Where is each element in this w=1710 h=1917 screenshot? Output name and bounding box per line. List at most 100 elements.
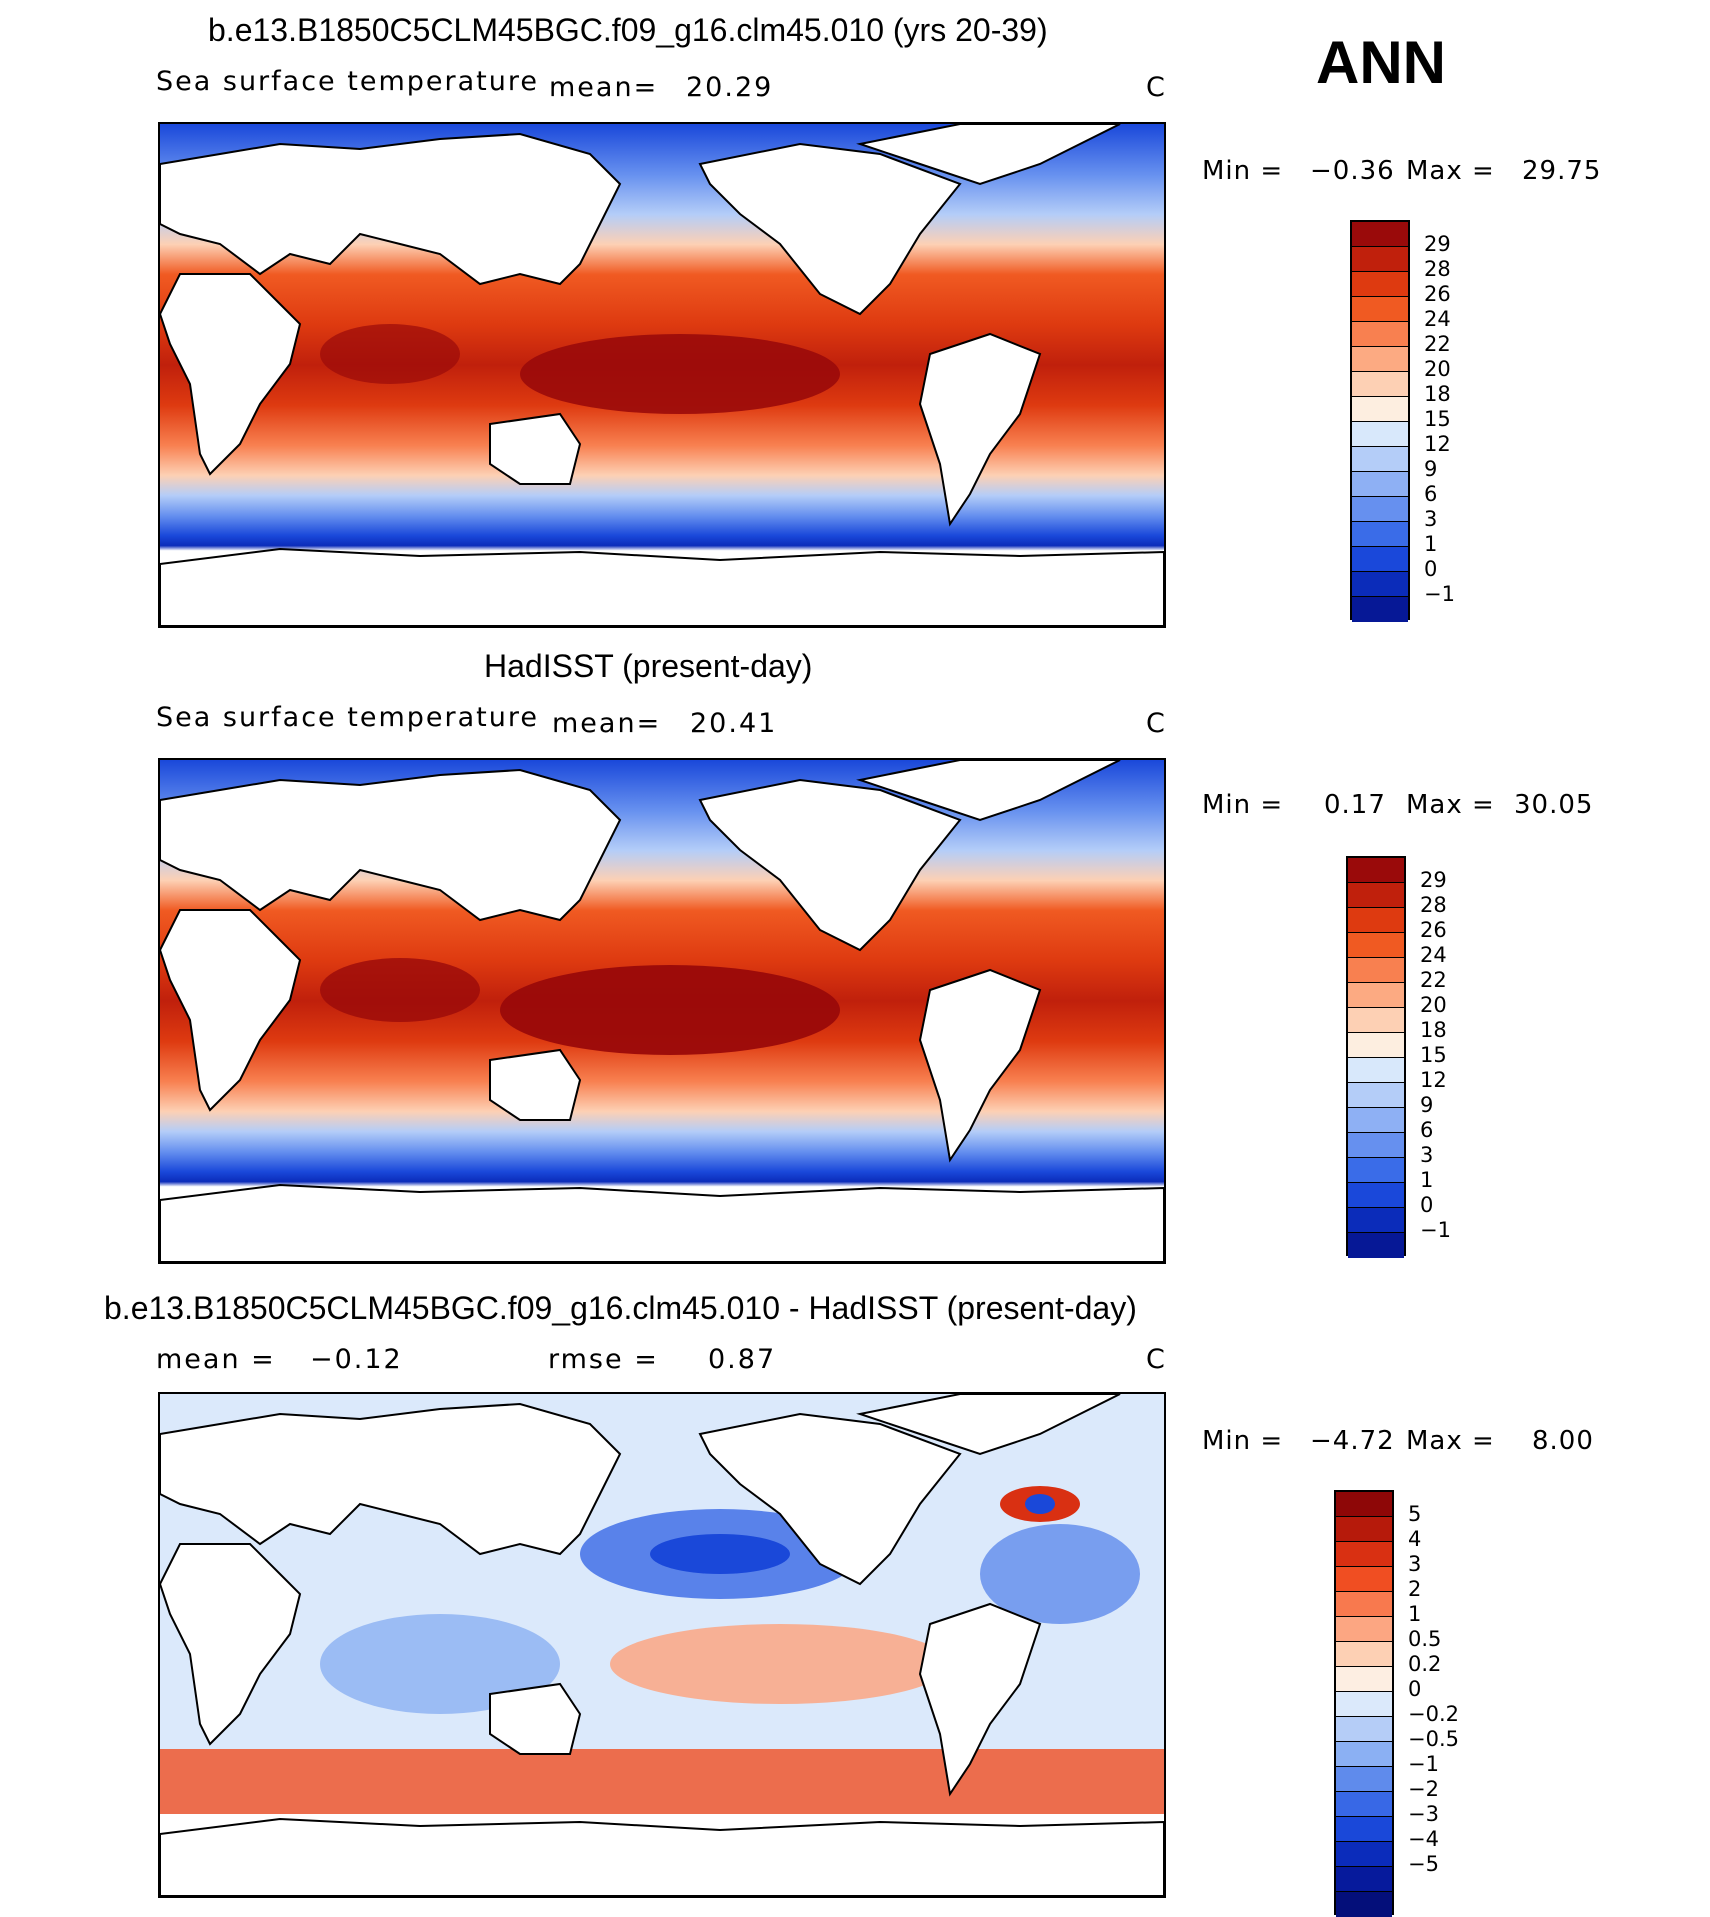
panel3-min-value: −4.72 — [1310, 1426, 1395, 1456]
colorbar-tick-label: 29 — [1420, 868, 1447, 892]
colorbar-tick-label: 3 — [1408, 1552, 1422, 1576]
north-america — [698, 778, 962, 952]
tropical-pacific-warm — [610, 1624, 950, 1704]
panel3-rmse-value: 0.87 — [708, 1344, 777, 1375]
colorbar-swatch — [1336, 1592, 1392, 1617]
colorbar-tick-label: 0.2 — [1408, 1652, 1442, 1676]
colorbar-swatch — [1336, 1717, 1392, 1742]
colorbar-tick-label: 4 — [1408, 1527, 1422, 1551]
colorbar-tick-label: −0.5 — [1408, 1727, 1459, 1751]
panel1-mean-label: mean= — [549, 72, 659, 103]
panel2-field-label: Sea surface temperature — [156, 702, 539, 733]
colorbar-tick-label: −1 — [1408, 1752, 1439, 1776]
colorbar-tick-label: 22 — [1420, 968, 1447, 992]
north-atlantic-cold — [980, 1524, 1140, 1624]
colorbar-swatch — [1352, 222, 1408, 247]
colorbar-swatch — [1336, 1767, 1392, 1792]
colorbar-swatch — [1336, 1642, 1392, 1667]
colorbar-tick-label: −0.2 — [1408, 1702, 1459, 1726]
colorbar-swatches — [1350, 220, 1410, 622]
indian-ocean-warm — [320, 958, 480, 1022]
panel1-map-svg — [160, 124, 1164, 626]
colorbar-tick-label: 5 — [1408, 1502, 1422, 1526]
colorbar-swatch — [1336, 1567, 1392, 1592]
colorbar-swatch — [1336, 1792, 1392, 1817]
colorbar-swatch — [1348, 858, 1404, 883]
antarctica — [160, 1817, 1164, 1896]
colorbar-swatch — [1352, 247, 1408, 272]
panel3-map — [158, 1392, 1166, 1898]
colorbar-swatch — [1352, 447, 1408, 472]
africa — [160, 1543, 302, 1746]
colorbar-tick-label: 0.5 — [1408, 1627, 1442, 1651]
australia — [489, 1682, 582, 1755]
eurasia-north — [160, 1402, 622, 1556]
colorbar-swatch — [1348, 1183, 1404, 1208]
colorbar-tick-label: 26 — [1424, 282, 1451, 306]
colorbar-tick-label: 6 — [1420, 1118, 1434, 1142]
africa — [160, 909, 302, 1112]
colorbar-tick-label: 1 — [1424, 532, 1438, 556]
colorbar-tick-label: −1 — [1424, 582, 1455, 606]
colorbar-tick-label: 9 — [1420, 1093, 1434, 1117]
colorbar-swatch — [1352, 297, 1408, 322]
colorbar-swatch — [1348, 1208, 1404, 1233]
colorbar-tick-label: 12 — [1424, 432, 1451, 456]
panel3-rmse-label: rmse = — [548, 1344, 659, 1375]
colorbar-swatch — [1348, 883, 1404, 908]
panel3-max-label: Max = — [1406, 1426, 1495, 1456]
panel1-min-value: −0.36 — [1310, 156, 1395, 186]
panel1-title: b.e13.B1850C5CLM45BGC.f09_g16.clm45.010 … — [208, 12, 1048, 48]
colorbar-swatch — [1352, 372, 1408, 397]
colorbar-swatch — [1336, 1892, 1392, 1917]
panel1-unit: C — [1146, 72, 1167, 103]
colorbar-swatch — [1352, 597, 1408, 622]
colorbar-swatch — [1348, 1158, 1404, 1183]
gulf-stream-cold-core — [1025, 1494, 1055, 1514]
colorbar-tick-label: −1 — [1420, 1218, 1451, 1242]
southern-ocean-warm — [160, 1749, 1164, 1814]
colorbar-swatch — [1352, 422, 1408, 447]
colorbar-tick-label: 0 — [1424, 557, 1438, 581]
panel2-min-label: Min = — [1202, 790, 1284, 820]
warm-pool — [520, 334, 840, 414]
panel2-title: HadISST (present-day) — [484, 648, 813, 684]
colorbar-swatch — [1336, 1817, 1392, 1842]
panel2-map — [158, 758, 1166, 1264]
panel1-max-value: 29.75 — [1522, 156, 1602, 186]
panel1-mean-value: 20.29 — [686, 72, 774, 103]
colorbar-swatch — [1336, 1742, 1392, 1767]
panel1-field-label: Sea surface temperature — [156, 66, 539, 97]
colorbar-tick-label: 20 — [1424, 357, 1451, 381]
colorbar-tick-label: 18 — [1420, 1018, 1447, 1042]
colorbar-swatch — [1348, 1133, 1404, 1158]
colorbar-tick-label: 18 — [1424, 382, 1451, 406]
colorbar-swatch — [1336, 1492, 1392, 1517]
colorbar-tick-label: 3 — [1424, 507, 1438, 531]
colorbar-tick-label: 15 — [1424, 407, 1451, 431]
season-label: ANN — [1316, 29, 1446, 96]
landmasses — [160, 1394, 1164, 1896]
colorbar-tick-label: 0 — [1420, 1193, 1434, 1217]
colorbar-swatch — [1352, 347, 1408, 372]
colorbar-tick-label: 22 — [1424, 332, 1451, 356]
australia — [489, 1048, 582, 1121]
antarctica — [160, 547, 1164, 626]
indian-ocean-cold — [320, 1614, 560, 1714]
panel1-min-label: Min = — [1202, 156, 1284, 186]
colorbar-tick-label: 3 — [1420, 1143, 1434, 1167]
colorbar-swatch — [1336, 1692, 1392, 1717]
colorbar-swatch — [1352, 397, 1408, 422]
north-pacific-cold-core — [650, 1534, 790, 1574]
south-america — [918, 968, 1042, 1163]
panel3-min-label: Min = — [1202, 1426, 1284, 1456]
colorbar-tick-label: −2 — [1408, 1777, 1439, 1801]
colorbar-tick-label: 15 — [1420, 1043, 1447, 1067]
colorbar-tick-label: 2 — [1408, 1577, 1422, 1601]
colorbar-swatch — [1348, 933, 1404, 958]
colorbar-tick-label: 29 — [1424, 232, 1451, 256]
colorbar-swatches — [1334, 1490, 1394, 1917]
warm-pool — [500, 965, 840, 1055]
colorbar-tick-label: −5 — [1408, 1852, 1439, 1876]
colorbar-tick-label: 9 — [1424, 457, 1438, 481]
